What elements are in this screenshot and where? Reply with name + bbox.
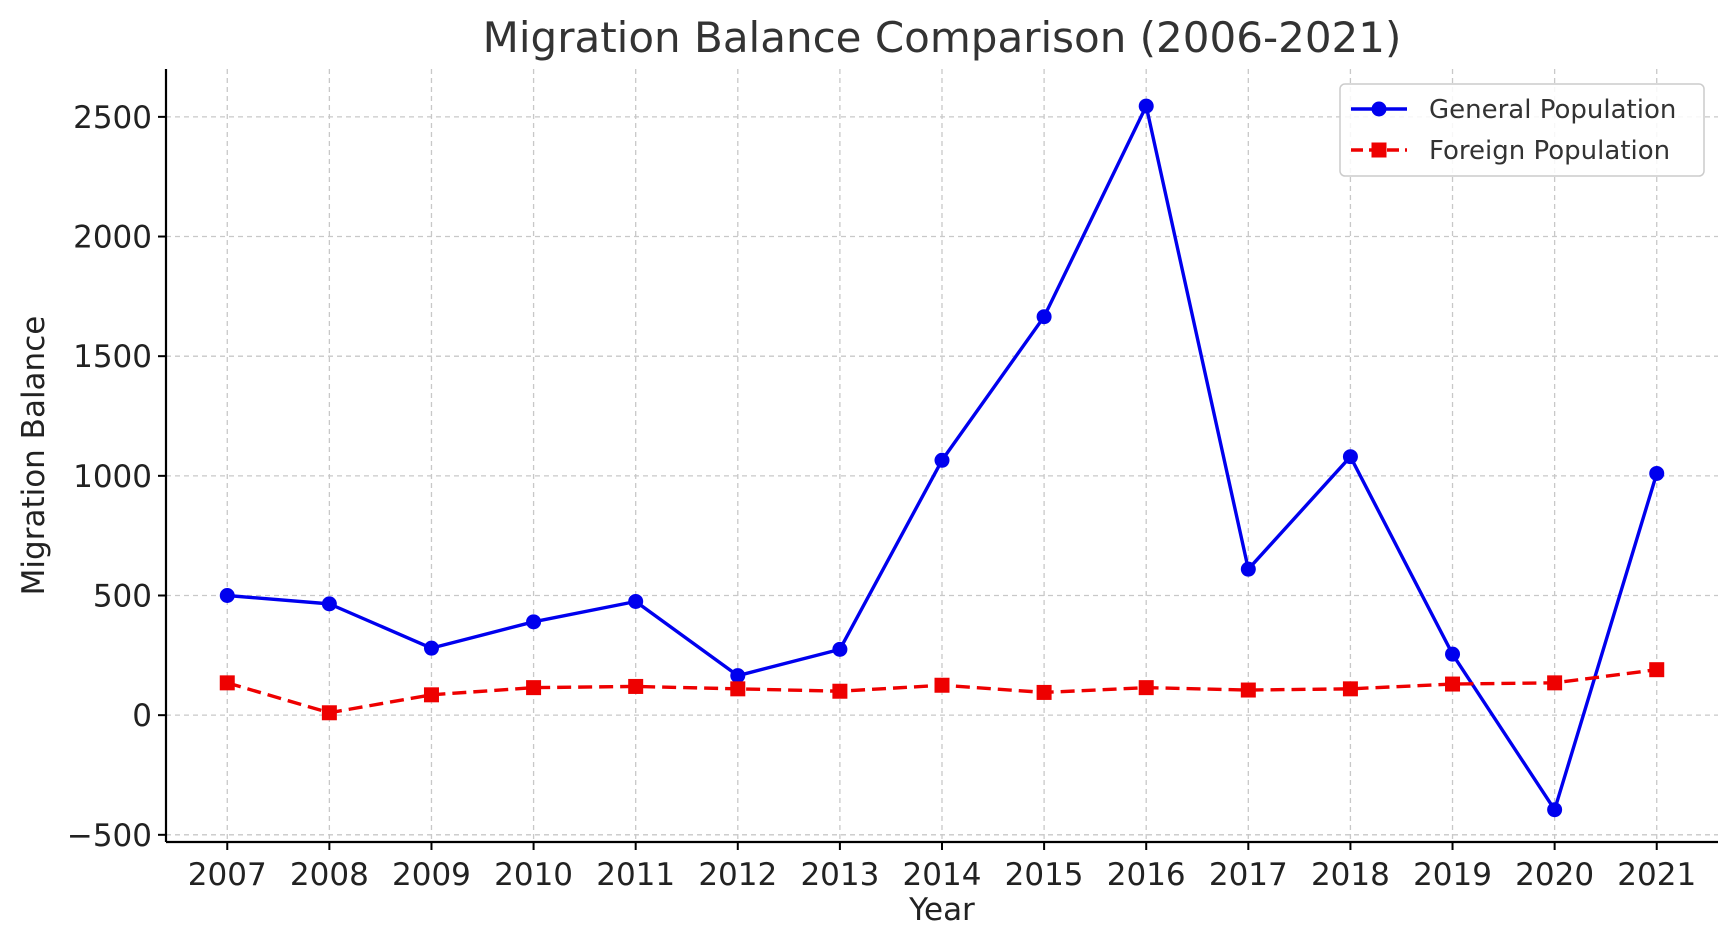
data-point-foreign-population <box>219 675 235 691</box>
y-tick-label: 1000 <box>73 459 152 495</box>
y-tick-label: 2500 <box>73 100 152 136</box>
data-point-general-population <box>423 640 439 656</box>
data-point-general-population <box>730 668 746 684</box>
legend-marker-foreign-population <box>1371 142 1387 158</box>
x-tick-label: 2009 <box>392 857 471 893</box>
data-point-foreign-population <box>730 681 746 697</box>
legend-box <box>1339 83 1705 177</box>
data-point-foreign-population <box>1547 675 1563 691</box>
data-point-general-population <box>1649 465 1665 481</box>
data-point-foreign-population <box>1240 682 1256 698</box>
data-point-foreign-population <box>1036 684 1052 700</box>
legend-label-general-population: General Population <box>1429 95 1676 125</box>
series-general-population <box>219 98 1665 818</box>
x-tick-label: 2019 <box>1413 857 1492 893</box>
data-series <box>219 98 1665 818</box>
x-tick-label: 2007 <box>188 857 267 893</box>
data-point-foreign-population <box>628 678 644 694</box>
x-tick-label: 2008 <box>290 857 369 893</box>
data-point-general-population <box>526 614 542 630</box>
y-tick-label: 0 <box>132 698 152 734</box>
grid-lines <box>166 69 1718 842</box>
data-point-foreign-population <box>526 680 542 696</box>
data-point-general-population <box>1036 309 1052 325</box>
data-point-foreign-population <box>1649 662 1665 678</box>
data-point-foreign-population <box>1445 676 1461 692</box>
x-tick-label: 2010 <box>494 857 573 893</box>
tick-labels: 2007 2008 2009 2010 2011 2012 2013 2014 2015 2016… <box>67 100 1696 893</box>
data-point-foreign-population <box>934 677 950 693</box>
legend: General Population Foreign Population <box>1339 83 1705 177</box>
data-point-general-population <box>1547 802 1563 818</box>
x-tick-label: 2012 <box>698 857 777 893</box>
data-point-general-population <box>1445 646 1461 662</box>
x-tick-label: 2021 <box>1617 857 1696 893</box>
y-axis-label: Migration Balance <box>16 316 52 596</box>
x-axis-label: Year <box>908 892 975 928</box>
data-point-general-population <box>934 452 950 468</box>
data-point-foreign-population <box>423 687 439 703</box>
y-tick-label: 1500 <box>73 339 152 375</box>
y-tick-label: 2000 <box>73 220 152 256</box>
data-point-general-population <box>832 641 848 657</box>
x-tick-label: 2017 <box>1209 857 1288 893</box>
data-point-foreign-population <box>1138 680 1154 696</box>
x-tick-label: 2015 <box>1005 857 1084 893</box>
data-point-general-population <box>321 596 337 612</box>
data-point-general-population <box>628 593 644 609</box>
data-point-general-population <box>1138 98 1154 114</box>
y-tick-label: −500 <box>67 818 152 854</box>
data-point-general-population <box>219 588 235 604</box>
series-foreign-population <box>219 662 1665 721</box>
legend-marker-general-population <box>1371 101 1387 117</box>
x-tick-label: 2011 <box>596 857 675 893</box>
data-point-general-population <box>1342 449 1358 465</box>
x-tick-label: 2016 <box>1107 857 1186 893</box>
x-tick-label: 2018 <box>1311 857 1390 893</box>
x-tick-label: 2013 <box>800 857 879 893</box>
data-point-foreign-population <box>832 683 848 699</box>
x-tick-label: 2020 <box>1515 857 1594 893</box>
chart-title: Migration Balance Comparison (2006-2021) <box>483 13 1402 62</box>
data-point-general-population <box>1240 561 1256 577</box>
data-point-foreign-population <box>1342 681 1358 697</box>
x-tick-label: 2014 <box>903 857 982 893</box>
data-point-foreign-population <box>321 705 337 721</box>
legend-label-foreign-population: Foreign Population <box>1429 136 1670 166</box>
y-tick-label: 500 <box>93 579 152 615</box>
